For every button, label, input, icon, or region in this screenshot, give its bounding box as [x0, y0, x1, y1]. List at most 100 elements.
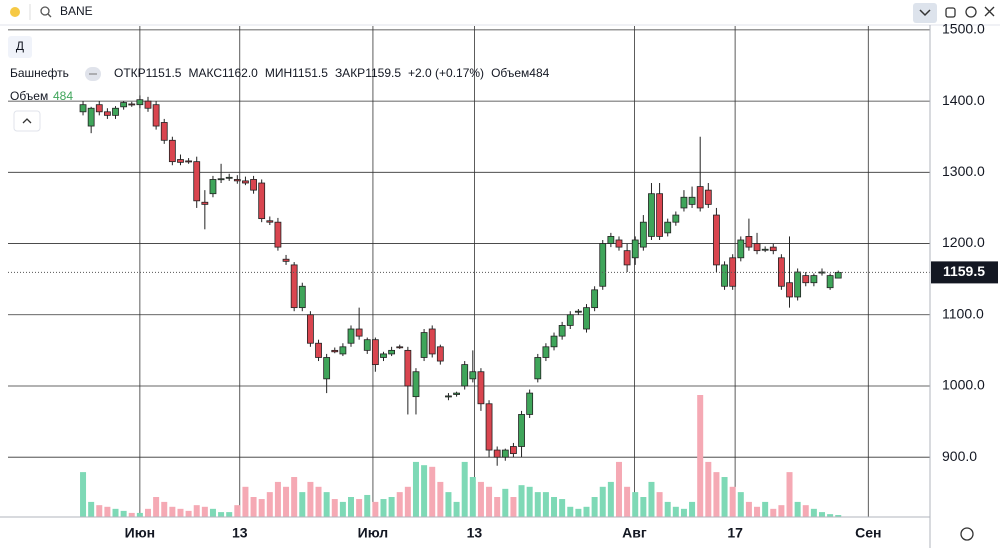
candle-body [412, 371, 420, 398]
candle-body [802, 275, 810, 284]
volume-bar [567, 506, 574, 517]
candle-body [631, 239, 639, 259]
volume-bar [201, 506, 208, 517]
candle-body [461, 364, 469, 387]
volume-bar [161, 501, 168, 517]
volume-bar [331, 499, 338, 517]
legend-label: ОТКР [114, 66, 146, 80]
volume-bar [745, 501, 752, 517]
volume-bar [672, 506, 679, 517]
search-icon[interactable] [40, 6, 50, 16]
volume-bar [510, 497, 517, 517]
volume-bar [396, 492, 403, 517]
candle-body [737, 239, 745, 259]
candle-body [680, 196, 688, 209]
volume-bar [575, 508, 582, 517]
volume-bar [705, 461, 712, 517]
candle-body [583, 307, 590, 330]
candle-body [753, 243, 761, 252]
x-tick-label: Июл [358, 525, 389, 541]
volume-bar [96, 505, 103, 517]
volume-bar [469, 477, 476, 517]
candle-body [510, 446, 517, 455]
volume-bar [144, 508, 151, 517]
interval-button[interactable] [8, 36, 32, 58]
candle-body [501, 449, 509, 458]
volume-bar [250, 497, 257, 517]
volume-bar [258, 499, 265, 517]
candle-body [696, 186, 704, 209]
candle-body [380, 353, 387, 358]
legend-label: МИН [265, 66, 292, 80]
chart-settings-button[interactable] [960, 527, 974, 541]
volume-bar [136, 512, 143, 517]
candle-body [112, 107, 119, 116]
candle-body [307, 314, 314, 344]
last-price-box [931, 261, 998, 284]
candle-body [729, 257, 737, 287]
collapse-pane-button[interactable] [13, 110, 41, 132]
candle-body [599, 243, 607, 287]
volume-bar [421, 465, 428, 517]
settings-button[interactable] [965, 6, 977, 18]
legend-value: 1151.5 [146, 66, 182, 80]
volume-bar [380, 499, 387, 517]
volume-bar [169, 506, 176, 517]
x-tick-label: Сен [855, 525, 881, 541]
y-tick-label: 1100.0 [942, 305, 984, 321]
volume-pane [80, 395, 842, 517]
volume-bar [794, 501, 801, 517]
volume-bar [664, 501, 671, 517]
x-tick-label: Авг [622, 525, 647, 541]
collapse-button[interactable] [913, 3, 937, 23]
volume-bar [534, 492, 541, 517]
chevron-icon [919, 9, 931, 17]
candle-body [144, 100, 152, 109]
symbol-search[interactable]: BANE [60, 4, 93, 18]
candle-body [623, 250, 631, 266]
volume-bar [177, 508, 184, 517]
candle-body [428, 328, 436, 355]
volume-bar [299, 492, 306, 517]
legend-label: МАКС [188, 66, 222, 80]
candle-body [485, 403, 493, 451]
candle-body [558, 325, 566, 337]
x-tick-label: 13 [467, 525, 483, 541]
grid [8, 26, 930, 517]
volume-bar [348, 497, 355, 517]
legend-value: 484 [529, 66, 549, 80]
volume-bar [737, 492, 744, 517]
ohlc-legend: ОТКР 1151.5 МАКС 1162.0 МИН 1151.5 ЗАКР 1159.5 +… [114, 66, 550, 80]
volume-bar [542, 492, 549, 517]
volume-bar [185, 510, 192, 517]
candle-body [769, 246, 777, 252]
volume-bar [599, 486, 606, 517]
volume-bar [697, 395, 704, 517]
search-icon-handle [47, 13, 52, 18]
candle-body [688, 196, 696, 205]
volume-bar [339, 501, 346, 517]
volume-bar [680, 508, 687, 517]
last-price-label: 1159.5 [943, 263, 985, 279]
candle-body [518, 414, 525, 447]
candle-body [217, 178, 225, 181]
candle-body [95, 104, 103, 113]
candle-body [242, 180, 249, 184]
candle-body [87, 107, 95, 127]
candle-body [193, 161, 201, 202]
volume-bar [274, 481, 281, 517]
volume-bar [477, 481, 484, 517]
candle-body [420, 332, 428, 358]
maximize-button[interactable] [945, 7, 956, 18]
volume-bar [461, 461, 468, 517]
legend-value: 1162.0 [222, 66, 258, 80]
volume-bar [315, 486, 322, 517]
candle-body [761, 248, 769, 251]
volume-bar [656, 492, 663, 517]
candle-body [721, 264, 728, 287]
volume-bar [80, 472, 87, 517]
volume-bar [770, 508, 777, 517]
close-button-x [984, 6, 995, 17]
